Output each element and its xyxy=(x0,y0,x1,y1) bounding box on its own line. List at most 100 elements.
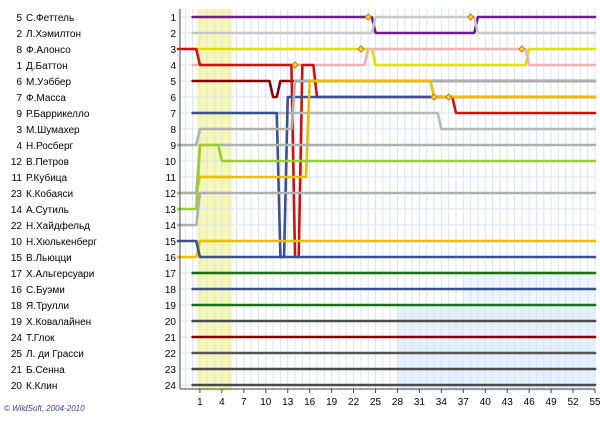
series-line xyxy=(191,79,597,99)
x-tick-label: 31 xyxy=(414,397,426,408)
y-tick-label: 19 xyxy=(165,301,177,312)
driver-number-label: 17 xyxy=(11,269,23,280)
driver-number-label: 24 xyxy=(11,333,23,344)
y-tick-label: 4 xyxy=(170,61,176,72)
x-tick-label: 34 xyxy=(436,397,448,408)
x-tick-label: 52 xyxy=(567,397,579,408)
y-tick-label: 3 xyxy=(170,45,176,56)
x-tick-label: 22 xyxy=(348,397,360,408)
x-tick-label: 16 xyxy=(304,397,316,408)
x-tick-label: 10 xyxy=(260,397,272,408)
pit-stop-marker xyxy=(291,61,299,69)
driver-name-label: М.Шумахер xyxy=(26,125,80,136)
y-tick-label: 15 xyxy=(165,237,177,248)
driver-labels: 5 С.Феттель 2 Л.Хэмилтон 8 Ф.Алонсо 1 Д.Баттон 6… xyxy=(11,13,97,392)
x-tick-label: 55 xyxy=(589,397,600,408)
y-tick-label: 16 xyxy=(165,253,177,264)
driver-name-label: К.Клин xyxy=(26,381,57,392)
x-tick-label: 4 xyxy=(219,397,225,408)
driver-name-label: Ф.Масса xyxy=(26,93,66,104)
driver-number-label: 19 xyxy=(11,317,23,328)
driver-number-label: 12 xyxy=(11,157,23,168)
driver-number-label: 8 xyxy=(16,45,22,56)
driver-name-label: Ф.Алонсо xyxy=(26,45,71,56)
x-tick-label: 13 xyxy=(282,397,294,408)
x-tick-label: 25 xyxy=(370,397,382,408)
driver-name-label: К.Кобаяси xyxy=(26,188,73,200)
driver-name-label: В.Льюцци xyxy=(26,253,72,264)
y-tick-label: 21 xyxy=(165,333,177,344)
driver-name-label: Х.Ковалайнен xyxy=(26,317,91,328)
driver-number-label: 4 xyxy=(16,141,22,152)
y-tick-label: 8 xyxy=(170,125,176,136)
series-line xyxy=(176,239,597,259)
pit-stop-marker xyxy=(466,13,475,21)
driver-name-label: В.Петров xyxy=(26,157,69,168)
driver-number-label: 6 xyxy=(16,77,22,88)
series-line xyxy=(191,47,597,67)
background-band xyxy=(397,305,595,391)
driver-number-label: 5 xyxy=(16,13,22,24)
series-lines xyxy=(176,15,597,387)
x-tick-label: 19 xyxy=(326,397,338,408)
series-line xyxy=(191,111,597,131)
axes: 1234567891011121314151617181920212223241… xyxy=(165,9,600,408)
x-tick-label: 40 xyxy=(480,397,492,408)
driver-number-label: 3 xyxy=(16,125,22,136)
driver-name-label: А.Сутиль xyxy=(26,205,69,216)
driver-name-label: Л. ди Грасси xyxy=(26,349,84,360)
driver-number-label: 21 xyxy=(11,365,23,376)
plot-background xyxy=(180,7,595,393)
series-line xyxy=(191,15,597,35)
driver-name-label: С.Буэми xyxy=(26,285,65,296)
driver-number-label: 10 xyxy=(11,237,23,248)
x-tick-label: 49 xyxy=(546,397,558,408)
y-tick-label: 22 xyxy=(165,349,177,360)
driver-name-label: Н.Росберг xyxy=(26,140,74,152)
driver-number-label: 14 xyxy=(11,205,23,216)
y-tick-label: 20 xyxy=(165,317,177,328)
driver-number-label: 1 xyxy=(16,61,22,72)
driver-number-label: 9 xyxy=(16,109,22,120)
driver-name-label: Н.Хюлькенберг xyxy=(26,236,97,248)
copyright-text: © WildSoft, 2004-2010 xyxy=(4,404,85,413)
x-tick-label: 37 xyxy=(458,397,470,408)
y-tick-label: 24 xyxy=(165,381,177,392)
pit-stop-marker xyxy=(444,93,453,101)
driver-name-label: М.Уэббер xyxy=(26,76,71,88)
x-tick-label: 7 xyxy=(241,397,247,408)
y-tick-label: 17 xyxy=(165,269,177,280)
driver-number-label: 7 xyxy=(16,93,22,104)
driver-number-label: 18 xyxy=(11,301,23,312)
driver-name-label: Б.Сенна xyxy=(26,365,65,376)
driver-name-label: Н.Хайдфельд xyxy=(26,220,90,232)
y-tick-label: 13 xyxy=(165,205,177,216)
driver-name-label: Т.Глок xyxy=(26,333,55,344)
driver-number-label: 20 xyxy=(11,381,23,392)
y-tick-label: 7 xyxy=(170,109,176,120)
series-line xyxy=(176,79,597,147)
driver-number-label: 15 xyxy=(11,253,23,264)
driver-number-label: 11 xyxy=(12,173,23,184)
x-tick-label: 46 xyxy=(524,397,536,408)
pit-markers xyxy=(291,13,526,101)
driver-name-label: Р.Кубица xyxy=(26,172,68,184)
driver-number-label: 23 xyxy=(11,189,23,200)
driver-number-label: 22 xyxy=(11,221,23,232)
y-tick-label: 9 xyxy=(170,141,176,152)
driver-number-label: 2 xyxy=(16,29,22,40)
y-tick-label: 11 xyxy=(166,173,177,184)
series-line xyxy=(176,143,597,211)
pit-stop-marker xyxy=(518,45,526,53)
y-tick-label: 1 xyxy=(170,13,176,24)
series-line xyxy=(176,191,597,227)
driver-name-label: С.Феттель xyxy=(26,13,74,24)
driver-name-label: Р.Баррикелло xyxy=(26,109,90,120)
pit-stop-marker xyxy=(364,13,372,21)
y-tick-label: 18 xyxy=(165,285,177,296)
pit-stop-marker xyxy=(430,93,438,101)
driver-name-label: Д.Баттон xyxy=(26,61,68,72)
x-tick-label: 1 xyxy=(197,397,203,408)
